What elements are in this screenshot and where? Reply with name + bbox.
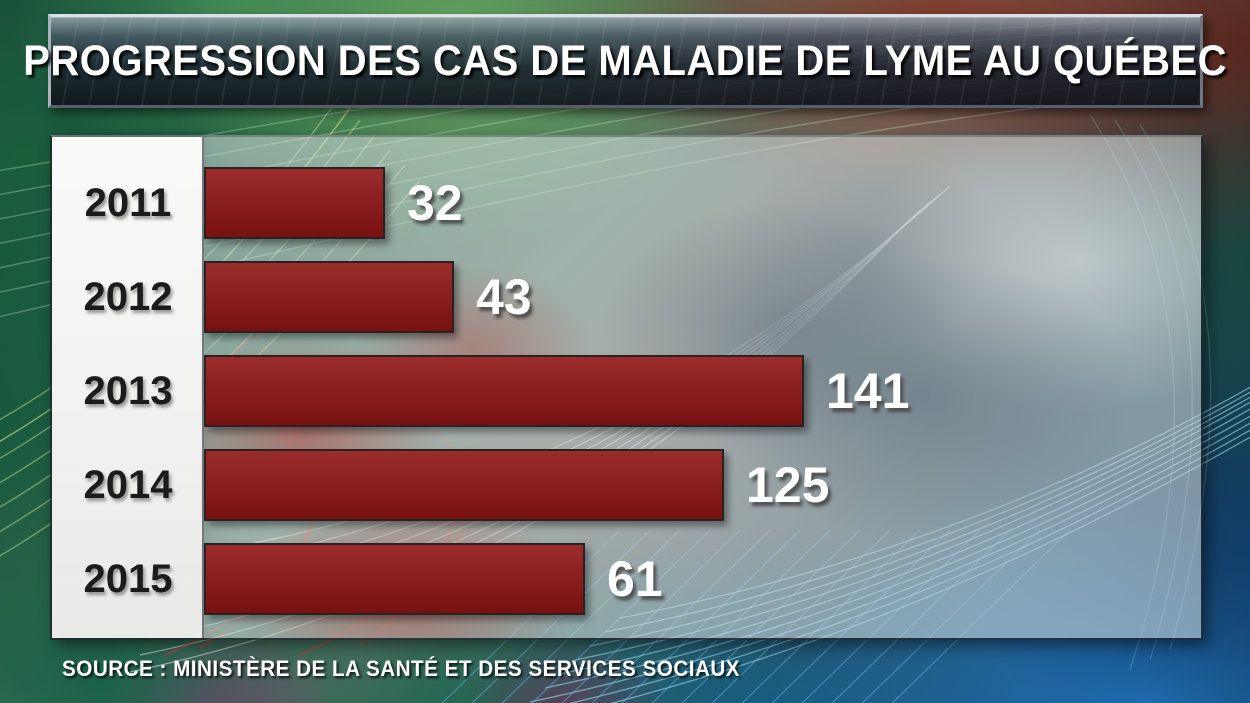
source-caption: SOURCE : MINISTÈRE DE LA SANTÉ ET DES SE…	[62, 656, 741, 681]
bar-track: 141	[204, 344, 1201, 438]
bar-rows: 2011 32 2012 43 2013 141 2014 125 2015 6…	[52, 137, 1201, 638]
bar-row: 2015 61	[52, 532, 1201, 626]
bar-row: 2011 32	[52, 156, 1201, 250]
bar-track: 61	[204, 532, 1201, 626]
bar	[204, 543, 585, 615]
year-label: 2015	[83, 556, 173, 601]
bar-row: 2012 43	[52, 250, 1201, 344]
year-label: 2012	[83, 274, 173, 319]
bar-track: 125	[204, 438, 1201, 532]
year-label: 2014	[83, 462, 173, 507]
value-label: 125	[746, 457, 830, 513]
bar-row: 2014 125	[52, 438, 1201, 532]
value-label: 32	[407, 175, 463, 231]
chart-title: PROGRESSION DES CAS DE MALADIE DE LYME A…	[23, 36, 1228, 85]
value-label: 61	[607, 551, 663, 607]
title-banner: PROGRESSION DES CAS DE MALADIE DE LYME A…	[24, 14, 1227, 108]
bar	[204, 261, 454, 333]
bar-track: 32	[204, 156, 1201, 250]
year-label: 2013	[83, 368, 173, 413]
bar-row: 2013 141	[52, 344, 1201, 438]
bar	[204, 167, 385, 239]
value-label: 43	[476, 269, 532, 325]
bar	[204, 449, 724, 521]
bar	[204, 355, 804, 427]
value-label: 141	[826, 363, 910, 419]
year-axis-panel	[52, 137, 204, 638]
bar-track: 43	[204, 250, 1201, 344]
bar-chart: 2011 32 2012 43 2013 141 2014 125 2015 6…	[50, 135, 1203, 640]
year-label: 2011	[84, 180, 172, 225]
